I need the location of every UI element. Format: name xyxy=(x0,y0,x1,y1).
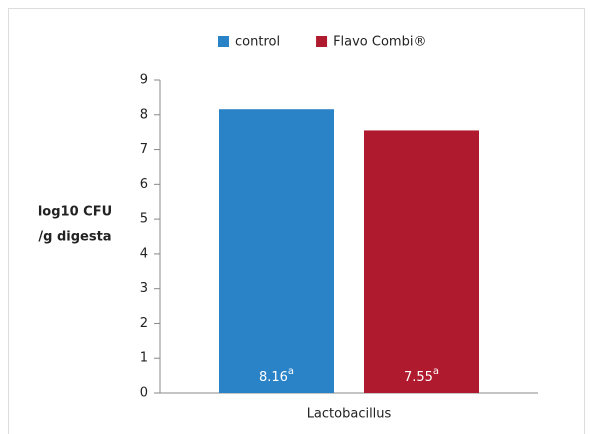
data-label-value: 8.16 xyxy=(259,370,288,385)
y-tick-label: 3 xyxy=(140,281,148,296)
x-tick-label: Lactobacillus xyxy=(307,407,392,422)
bar xyxy=(219,109,334,394)
frame xyxy=(8,8,585,434)
legend-swatch xyxy=(218,36,229,47)
legend-label: control xyxy=(235,35,280,50)
y-tick-label: 6 xyxy=(140,177,148,192)
y-tick-label: 9 xyxy=(140,73,148,88)
y-tick-label: 5 xyxy=(140,212,148,227)
y-tick-label: 0 xyxy=(140,386,148,401)
data-label-note: a xyxy=(288,366,294,377)
data-label: 8.16a xyxy=(259,366,294,385)
data-label: 7.55a xyxy=(404,366,439,385)
y-tick-label: 1 xyxy=(140,351,148,366)
y-tick-label: 7 xyxy=(140,142,148,157)
legend-label: Flavo Combi® xyxy=(333,35,426,50)
data-label-note: a xyxy=(433,366,439,377)
y-axis-label: log10 CFU xyxy=(38,205,112,220)
bar xyxy=(364,130,479,393)
y-tick-label: 4 xyxy=(140,246,148,261)
data-label-value: 7.55 xyxy=(404,370,433,385)
y-tick-label: 8 xyxy=(140,107,148,122)
y-axis-label: /g digesta xyxy=(38,230,111,245)
legend-swatch xyxy=(316,36,328,47)
y-tick-label: 2 xyxy=(140,316,148,331)
